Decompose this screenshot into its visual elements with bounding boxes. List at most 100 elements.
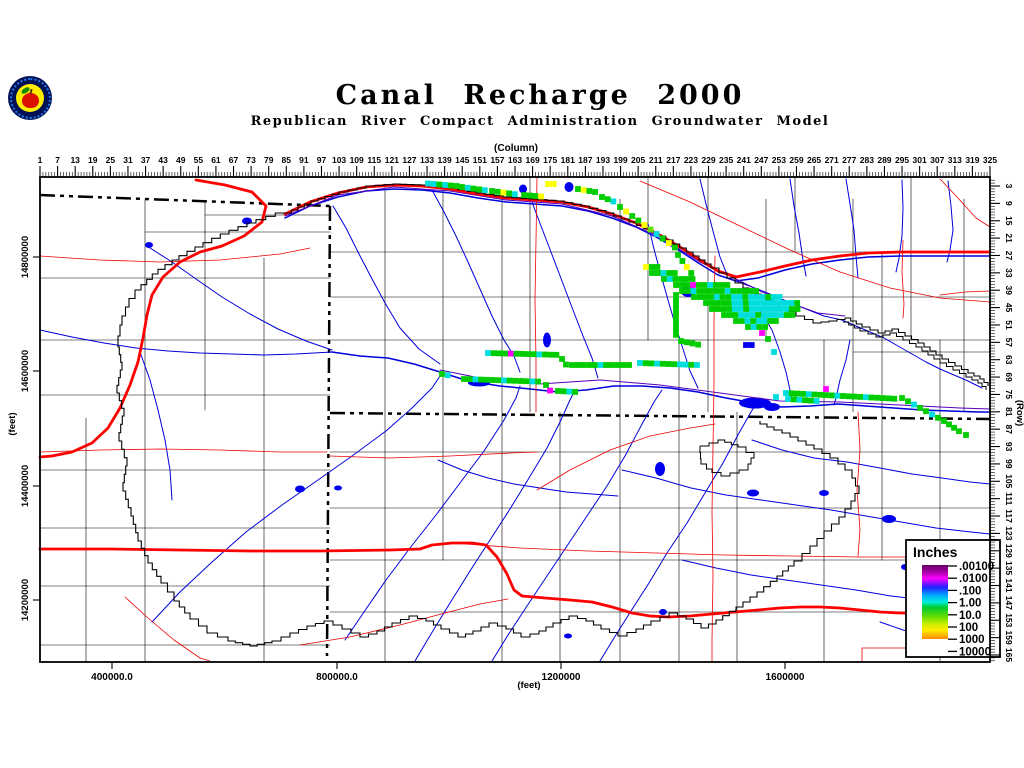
recharge-cell bbox=[696, 294, 703, 300]
lake bbox=[295, 485, 305, 493]
highway bbox=[283, 183, 992, 279]
recharge-cell bbox=[880, 395, 886, 401]
row-tick-label: 105 bbox=[1004, 474, 1014, 488]
recharge-cell bbox=[754, 306, 761, 312]
recharge-cell bbox=[547, 351, 554, 358]
highway bbox=[38, 541, 992, 619]
column-tick-label: 175 bbox=[543, 155, 557, 165]
row-axis-label: (Row) bbox=[1014, 400, 1024, 426]
recharge-cell bbox=[743, 342, 749, 348]
river bbox=[833, 339, 851, 406]
recharge-cell bbox=[800, 391, 806, 397]
recharge-cell bbox=[545, 181, 551, 187]
lake bbox=[564, 182, 574, 192]
column-tick-label: 19 bbox=[88, 155, 98, 165]
column-tick-label: 25 bbox=[106, 155, 116, 165]
recharge-cell bbox=[776, 294, 783, 300]
bottom-tick-label: 1200000 bbox=[542, 672, 581, 683]
recharge-cell bbox=[521, 192, 527, 198]
recharge-cell bbox=[506, 190, 512, 197]
recharge-cell bbox=[737, 306, 744, 312]
model-boundary-west-south bbox=[116, 212, 860, 647]
column-tick-label: 289 bbox=[877, 155, 891, 165]
recharge-cell bbox=[673, 282, 679, 288]
recharge-cell bbox=[807, 397, 814, 404]
river bbox=[699, 178, 727, 273]
recharge-cell bbox=[788, 390, 795, 397]
row-tick-label: 123 bbox=[1004, 526, 1014, 540]
recharge-cell bbox=[673, 297, 679, 304]
recharge-cell bbox=[743, 306, 750, 312]
left-tick-label: 14400000 bbox=[20, 465, 31, 507]
row-tick-label: 147 bbox=[1004, 596, 1014, 610]
recharge-cell bbox=[653, 231, 660, 237]
state-boundary-line bbox=[325, 205, 332, 657]
recharge-cell bbox=[747, 288, 754, 294]
recharge-cell bbox=[464, 184, 471, 191]
recharge-cell bbox=[759, 330, 765, 336]
recharge-cell bbox=[956, 428, 962, 435]
recharge-cell bbox=[753, 288, 759, 294]
recharge-cell bbox=[617, 204, 623, 210]
column-tick-label: 283 bbox=[860, 155, 874, 165]
row-tick-label: 153 bbox=[1004, 613, 1014, 627]
recharge-cell bbox=[511, 191, 518, 198]
column-tick-label: 7 bbox=[55, 155, 60, 165]
column-tick-label: 253 bbox=[772, 155, 786, 165]
recharge-cell bbox=[911, 401, 917, 408]
left-tick-label: 14800000 bbox=[20, 236, 31, 278]
column-tick-label: 217 bbox=[666, 155, 680, 165]
recharge-cell bbox=[738, 318, 745, 324]
recharge-cell bbox=[444, 372, 451, 379]
model-boundary-east-inner bbox=[843, 321, 987, 390]
column-tick-label: 127 bbox=[402, 155, 416, 165]
recharge-cell bbox=[724, 288, 731, 294]
state-boundary-line bbox=[329, 411, 991, 421]
column-tick-label: 157 bbox=[490, 155, 504, 165]
recharge-cell bbox=[788, 300, 795, 306]
recharge-cell bbox=[750, 324, 757, 330]
page-header: Canal Recharge 2000 Republican River Com… bbox=[60, 80, 1020, 129]
recharge-cells-layer bbox=[425, 180, 969, 438]
recharge-cell bbox=[673, 326, 679, 333]
recharge-cell bbox=[439, 371, 445, 377]
recharge-cell bbox=[490, 350, 497, 357]
row-tick-label: 33 bbox=[1004, 268, 1014, 278]
recharge-cell bbox=[566, 388, 573, 395]
lake bbox=[145, 242, 153, 248]
recharge-cell bbox=[501, 377, 507, 384]
recharge-cell bbox=[678, 276, 684, 282]
recharge-cell bbox=[765, 300, 772, 306]
column-tick-label: 61 bbox=[211, 155, 221, 165]
model-boundary-southeast-loop bbox=[699, 439, 755, 477]
recharge-cell bbox=[695, 282, 702, 288]
river bbox=[946, 180, 954, 263]
recharge-cell bbox=[802, 397, 808, 404]
recharge-cell bbox=[512, 377, 519, 384]
recharge-cell bbox=[851, 393, 858, 400]
recharge-cell bbox=[688, 270, 695, 276]
recharge-cell bbox=[725, 300, 732, 306]
recharge-cell bbox=[773, 394, 779, 400]
recharge-cell bbox=[494, 188, 501, 195]
recharge-cell bbox=[679, 258, 686, 264]
column-tick-label: 259 bbox=[789, 155, 803, 165]
minor-road bbox=[124, 596, 211, 662]
row-tick-label: 111 bbox=[1004, 492, 1014, 506]
recharge-cell bbox=[777, 306, 784, 312]
column-tick-label: 115 bbox=[367, 155, 381, 165]
column-tick-label: 31 bbox=[123, 155, 133, 165]
recharge-cell bbox=[666, 276, 673, 282]
legend-entry-label: 100 bbox=[959, 622, 978, 634]
recharge-cell bbox=[530, 351, 537, 358]
column-tick-label: 169 bbox=[525, 155, 539, 165]
bottom-axis-label: (feet) bbox=[517, 680, 540, 691]
minor-road bbox=[299, 598, 509, 646]
row-tick-label: 51 bbox=[1004, 320, 1014, 330]
recharge-cell bbox=[736, 294, 743, 300]
recharge-cell bbox=[726, 312, 733, 318]
recharge-cell bbox=[736, 288, 742, 294]
recharge-cell bbox=[713, 288, 720, 294]
row-tick-label: 159 bbox=[1004, 631, 1014, 645]
recharge-cell bbox=[794, 306, 801, 312]
